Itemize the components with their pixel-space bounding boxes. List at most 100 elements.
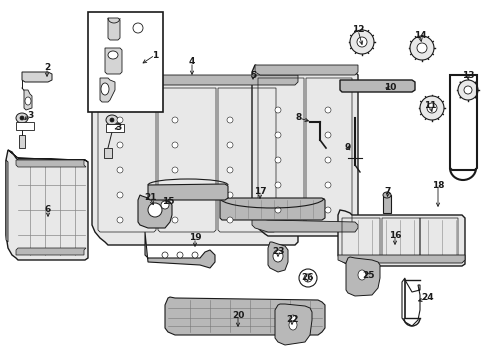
Text: 9: 9 [345, 144, 351, 153]
Ellipse shape [117, 167, 123, 173]
Ellipse shape [275, 107, 281, 113]
Polygon shape [6, 160, 8, 242]
Ellipse shape [275, 182, 281, 188]
Polygon shape [100, 78, 115, 102]
Polygon shape [252, 218, 358, 232]
Ellipse shape [290, 315, 296, 321]
Text: 2: 2 [44, 63, 50, 72]
Bar [383, 195, 391, 213]
Text: 7: 7 [385, 188, 391, 197]
Ellipse shape [358, 270, 366, 280]
Text: 15: 15 [162, 198, 174, 207]
Ellipse shape [325, 132, 331, 138]
Polygon shape [165, 297, 325, 335]
Ellipse shape [148, 203, 162, 217]
Polygon shape [24, 90, 32, 110]
Ellipse shape [417, 43, 427, 53]
Text: 22: 22 [286, 315, 298, 324]
Ellipse shape [16, 113, 28, 123]
Ellipse shape [357, 37, 367, 47]
Polygon shape [92, 75, 298, 245]
Ellipse shape [25, 97, 31, 105]
Ellipse shape [172, 117, 178, 123]
Polygon shape [340, 80, 415, 92]
Ellipse shape [172, 142, 178, 148]
Text: 26: 26 [301, 274, 313, 283]
Ellipse shape [117, 192, 123, 198]
Ellipse shape [325, 207, 331, 213]
Ellipse shape [117, 217, 123, 223]
Text: 11: 11 [424, 100, 436, 109]
Text: 5: 5 [250, 71, 256, 80]
Text: 19: 19 [189, 234, 201, 243]
Ellipse shape [289, 320, 297, 330]
Ellipse shape [464, 86, 472, 94]
Ellipse shape [383, 192, 391, 198]
Polygon shape [275, 304, 312, 345]
Ellipse shape [325, 182, 331, 188]
Polygon shape [338, 255, 465, 263]
Polygon shape [19, 135, 25, 148]
Ellipse shape [172, 167, 178, 173]
Ellipse shape [161, 201, 169, 209]
Ellipse shape [133, 23, 143, 33]
Ellipse shape [177, 252, 183, 258]
Ellipse shape [304, 274, 312, 282]
Polygon shape [138, 195, 172, 228]
Ellipse shape [101, 83, 109, 95]
Polygon shape [346, 257, 380, 296]
Ellipse shape [192, 252, 198, 258]
Ellipse shape [325, 157, 331, 163]
Text: 24: 24 [422, 293, 434, 302]
Ellipse shape [227, 167, 233, 173]
Text: 18: 18 [432, 180, 444, 189]
Bar [88, 12, 163, 112]
Ellipse shape [227, 142, 233, 148]
Text: 16: 16 [389, 230, 401, 239]
Polygon shape [104, 148, 112, 158]
Polygon shape [145, 232, 215, 268]
Text: 3: 3 [27, 111, 33, 120]
Text: 23: 23 [272, 248, 284, 256]
Polygon shape [108, 18, 120, 40]
Ellipse shape [427, 103, 437, 113]
Polygon shape [220, 198, 325, 220]
Text: 6: 6 [45, 206, 51, 215]
Ellipse shape [172, 217, 178, 223]
Text: 10: 10 [384, 84, 396, 93]
Polygon shape [8, 150, 88, 162]
Ellipse shape [458, 80, 478, 100]
Text: 14: 14 [414, 31, 426, 40]
Ellipse shape [299, 269, 317, 287]
Ellipse shape [350, 30, 374, 54]
Ellipse shape [172, 192, 178, 198]
Text: 3: 3 [115, 123, 121, 132]
Polygon shape [6, 150, 88, 260]
Polygon shape [16, 248, 86, 255]
Ellipse shape [106, 115, 118, 125]
Polygon shape [268, 242, 288, 272]
Ellipse shape [420, 96, 444, 120]
Ellipse shape [108, 51, 118, 59]
Ellipse shape [227, 117, 233, 123]
Ellipse shape [275, 207, 281, 213]
Ellipse shape [275, 157, 281, 163]
Ellipse shape [410, 36, 434, 60]
Polygon shape [252, 65, 358, 236]
Ellipse shape [117, 142, 123, 148]
Polygon shape [338, 210, 465, 266]
Text: 17: 17 [254, 188, 266, 197]
Ellipse shape [162, 252, 168, 258]
Polygon shape [255, 65, 358, 75]
Polygon shape [148, 184, 228, 200]
Text: 1: 1 [152, 50, 158, 59]
Ellipse shape [325, 107, 331, 113]
Text: 21: 21 [144, 194, 156, 202]
Ellipse shape [275, 132, 281, 138]
Polygon shape [105, 48, 122, 74]
Ellipse shape [227, 192, 233, 198]
Text: 13: 13 [462, 71, 474, 80]
Ellipse shape [110, 118, 114, 122]
Text: 20: 20 [232, 310, 244, 320]
Ellipse shape [20, 116, 24, 120]
